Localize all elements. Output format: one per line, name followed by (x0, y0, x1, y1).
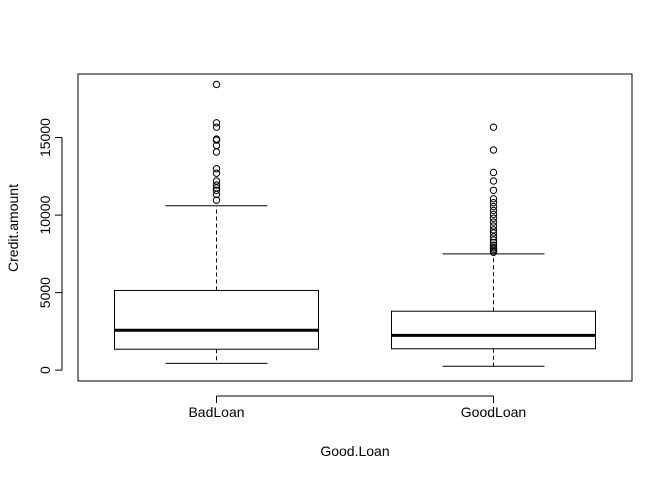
plot-frame (77, 73, 633, 382)
outlier-point (212, 186, 221, 194)
iqr-box (391, 310, 596, 350)
box-group-GoodLoan (391, 123, 596, 367)
y-axis: 0 5000 10000 15000 (37, 118, 63, 374)
outlier-point (489, 233, 498, 241)
x-tick-label: BadLoan (188, 404, 244, 420)
x-tick-label: GoodLoan (461, 404, 526, 420)
outlier-point (489, 210, 498, 219)
outlier-point (212, 169, 221, 177)
outlier-point (489, 222, 498, 230)
y-axis-label: Credit.amount (5, 184, 21, 272)
y-tick-label: 0 (37, 366, 53, 374)
outlier-point (489, 177, 498, 185)
outlier-point (489, 195, 498, 203)
x-axis: BadLoan GoodLoan (188, 395, 526, 420)
y-tick-label: 10000 (37, 195, 53, 234)
y-tick-label: 15000 (37, 118, 53, 157)
outlier-point (489, 226, 498, 234)
outlier-point (489, 214, 498, 222)
outlier-point (489, 168, 498, 177)
outlier-point (212, 148, 221, 156)
outlier-point (212, 123, 221, 131)
outlier-point (489, 206, 498, 215)
outlier-point (212, 177, 221, 185)
outlier-point (489, 186, 498, 194)
outlier-point (212, 80, 221, 89)
outlier-point (489, 243, 498, 252)
outlier-point (489, 202, 498, 211)
iqr-box (114, 289, 319, 350)
outlier-point (489, 146, 498, 154)
outlier-point (212, 119, 221, 127)
outlier-point (212, 181, 221, 189)
outlier-point (489, 123, 498, 131)
outlier-point (212, 196, 221, 204)
outlier-point (489, 218, 498, 226)
y-tick-label: 5000 (37, 277, 53, 308)
boxes (114, 80, 596, 367)
outlier-point (489, 238, 498, 247)
box-group-BadLoan (114, 80, 319, 364)
outlier-point (489, 236, 498, 244)
outlier-point (489, 229, 498, 237)
outlier-point (489, 241, 498, 250)
outlier-point (212, 165, 221, 173)
x-axis-label: Good.Loan (320, 443, 389, 459)
outlier-point (489, 198, 498, 207)
outlier-point (212, 135, 221, 143)
